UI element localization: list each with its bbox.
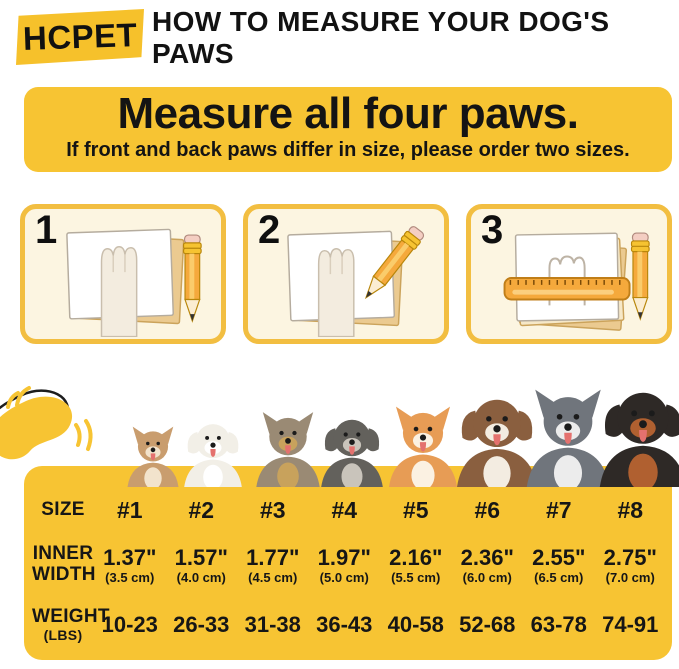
size-value: #7 bbox=[545, 496, 572, 523]
weight-value: 10-23 bbox=[101, 612, 158, 637]
step-1-number: 1 bbox=[35, 208, 58, 252]
weight-value: 26-33 bbox=[173, 612, 230, 637]
banner-subtitle: If front and back paws differ in size, p… bbox=[66, 138, 630, 161]
ruler-icon bbox=[503, 277, 631, 301]
page-title: HOW TO MEASURE YOUR DOG'S PAWS bbox=[152, 6, 610, 69]
step-1-card: 1 bbox=[20, 204, 226, 344]
step-3-card: 3 bbox=[466, 204, 672, 344]
weight-value: 31-38 bbox=[244, 612, 301, 637]
steps-row: 1 2 bbox=[20, 204, 672, 344]
size-value: #8 bbox=[617, 496, 644, 523]
measure-banner: Measure all four paws. If front and back… bbox=[24, 87, 672, 172]
inner-width-value: 2.16" (5.5 cm) bbox=[389, 544, 443, 585]
inner-width-value: 1.77" (4.5 cm) bbox=[246, 544, 300, 585]
inner-width-value: 1.57" (4.0 cm) bbox=[174, 544, 228, 585]
dog-photo-shiba-inu bbox=[384, 402, 462, 487]
dog-photo-husky bbox=[521, 384, 615, 487]
dog-photo-miniature-schnauzer bbox=[317, 408, 387, 487]
dog-photo-bichon-frise bbox=[180, 415, 246, 487]
brand-logo: HCPET bbox=[16, 9, 144, 65]
brand-logo-text: HCPET bbox=[22, 16, 138, 57]
dog-lineup bbox=[0, 372, 679, 487]
dog-photo-yorkshire-terrier bbox=[252, 407, 324, 487]
size-value: #6 bbox=[474, 496, 501, 523]
size-value: #3 bbox=[259, 496, 286, 523]
weight-value: 52-68 bbox=[459, 612, 516, 637]
weight-value: 74-91 bbox=[602, 612, 659, 637]
paw-on-paper-icon bbox=[66, 228, 202, 337]
banner-title: Measure all four paws. bbox=[117, 89, 579, 138]
brand-swoosh-icon bbox=[0, 386, 93, 460]
step-2-card: 2 bbox=[243, 204, 449, 344]
weight-row: WEIGHT (LBS) 10-23 26-33 31-38 36-43 40-58 52… bbox=[32, 600, 666, 650]
header: HCPET HOW TO MEASURE YOUR DOG'S PAWS bbox=[0, 0, 679, 78]
inner-width-row-label: INNER WIDTH bbox=[32, 543, 96, 585]
size-value: #5 bbox=[402, 496, 429, 523]
inner-width-value: 2.55" (6.5 cm) bbox=[532, 544, 586, 585]
pencil-icon bbox=[630, 232, 650, 321]
step-3-number: 3 bbox=[481, 208, 504, 252]
pencil-icon bbox=[364, 226, 425, 300]
weight-value: 40-58 bbox=[387, 612, 444, 637]
inner-width-row: INNER WIDTH 1.37" (3.5 cm) 1.57" (4.0 cm) 1.… bbox=[32, 534, 666, 596]
weight-row-label: WEIGHT (LBS) bbox=[32, 605, 110, 643]
size-value: #1 bbox=[116, 496, 143, 523]
weight-value: 63-78 bbox=[530, 612, 587, 637]
size-chart-table: SIZE #1 #2 #3 #4 #5 #6 #7 #8 INNER WIDTH 1.37"(… bbox=[24, 466, 672, 660]
pencil-icon bbox=[182, 234, 202, 323]
weight-value: 36-43 bbox=[316, 612, 373, 637]
size-value: #2 bbox=[188, 496, 215, 523]
size-value: #4 bbox=[331, 496, 358, 523]
size-row: SIZE #1 #2 #3 #4 #5 #6 #7 #8 bbox=[32, 492, 666, 528]
dog-photo-australian-shepherd bbox=[451, 387, 543, 487]
dog-photo-rottweiler bbox=[593, 379, 679, 487]
inner-width-value: 1.97" (5.0 cm) bbox=[317, 544, 371, 585]
measure-outline-with-ruler-icon bbox=[503, 232, 650, 331]
inner-width-value: 1.37" (3.5 cm) bbox=[103, 544, 157, 585]
trace-paw-with-pencil-icon bbox=[287, 226, 425, 337]
inner-width-value: 2.36" (6.0 cm) bbox=[460, 544, 514, 585]
dog-photo-chihuahua bbox=[124, 423, 182, 487]
step-2-number: 2 bbox=[258, 208, 281, 252]
inner-width-value: 2.75" (7.0 cm) bbox=[603, 544, 657, 585]
size-row-label: SIZE bbox=[41, 499, 85, 520]
